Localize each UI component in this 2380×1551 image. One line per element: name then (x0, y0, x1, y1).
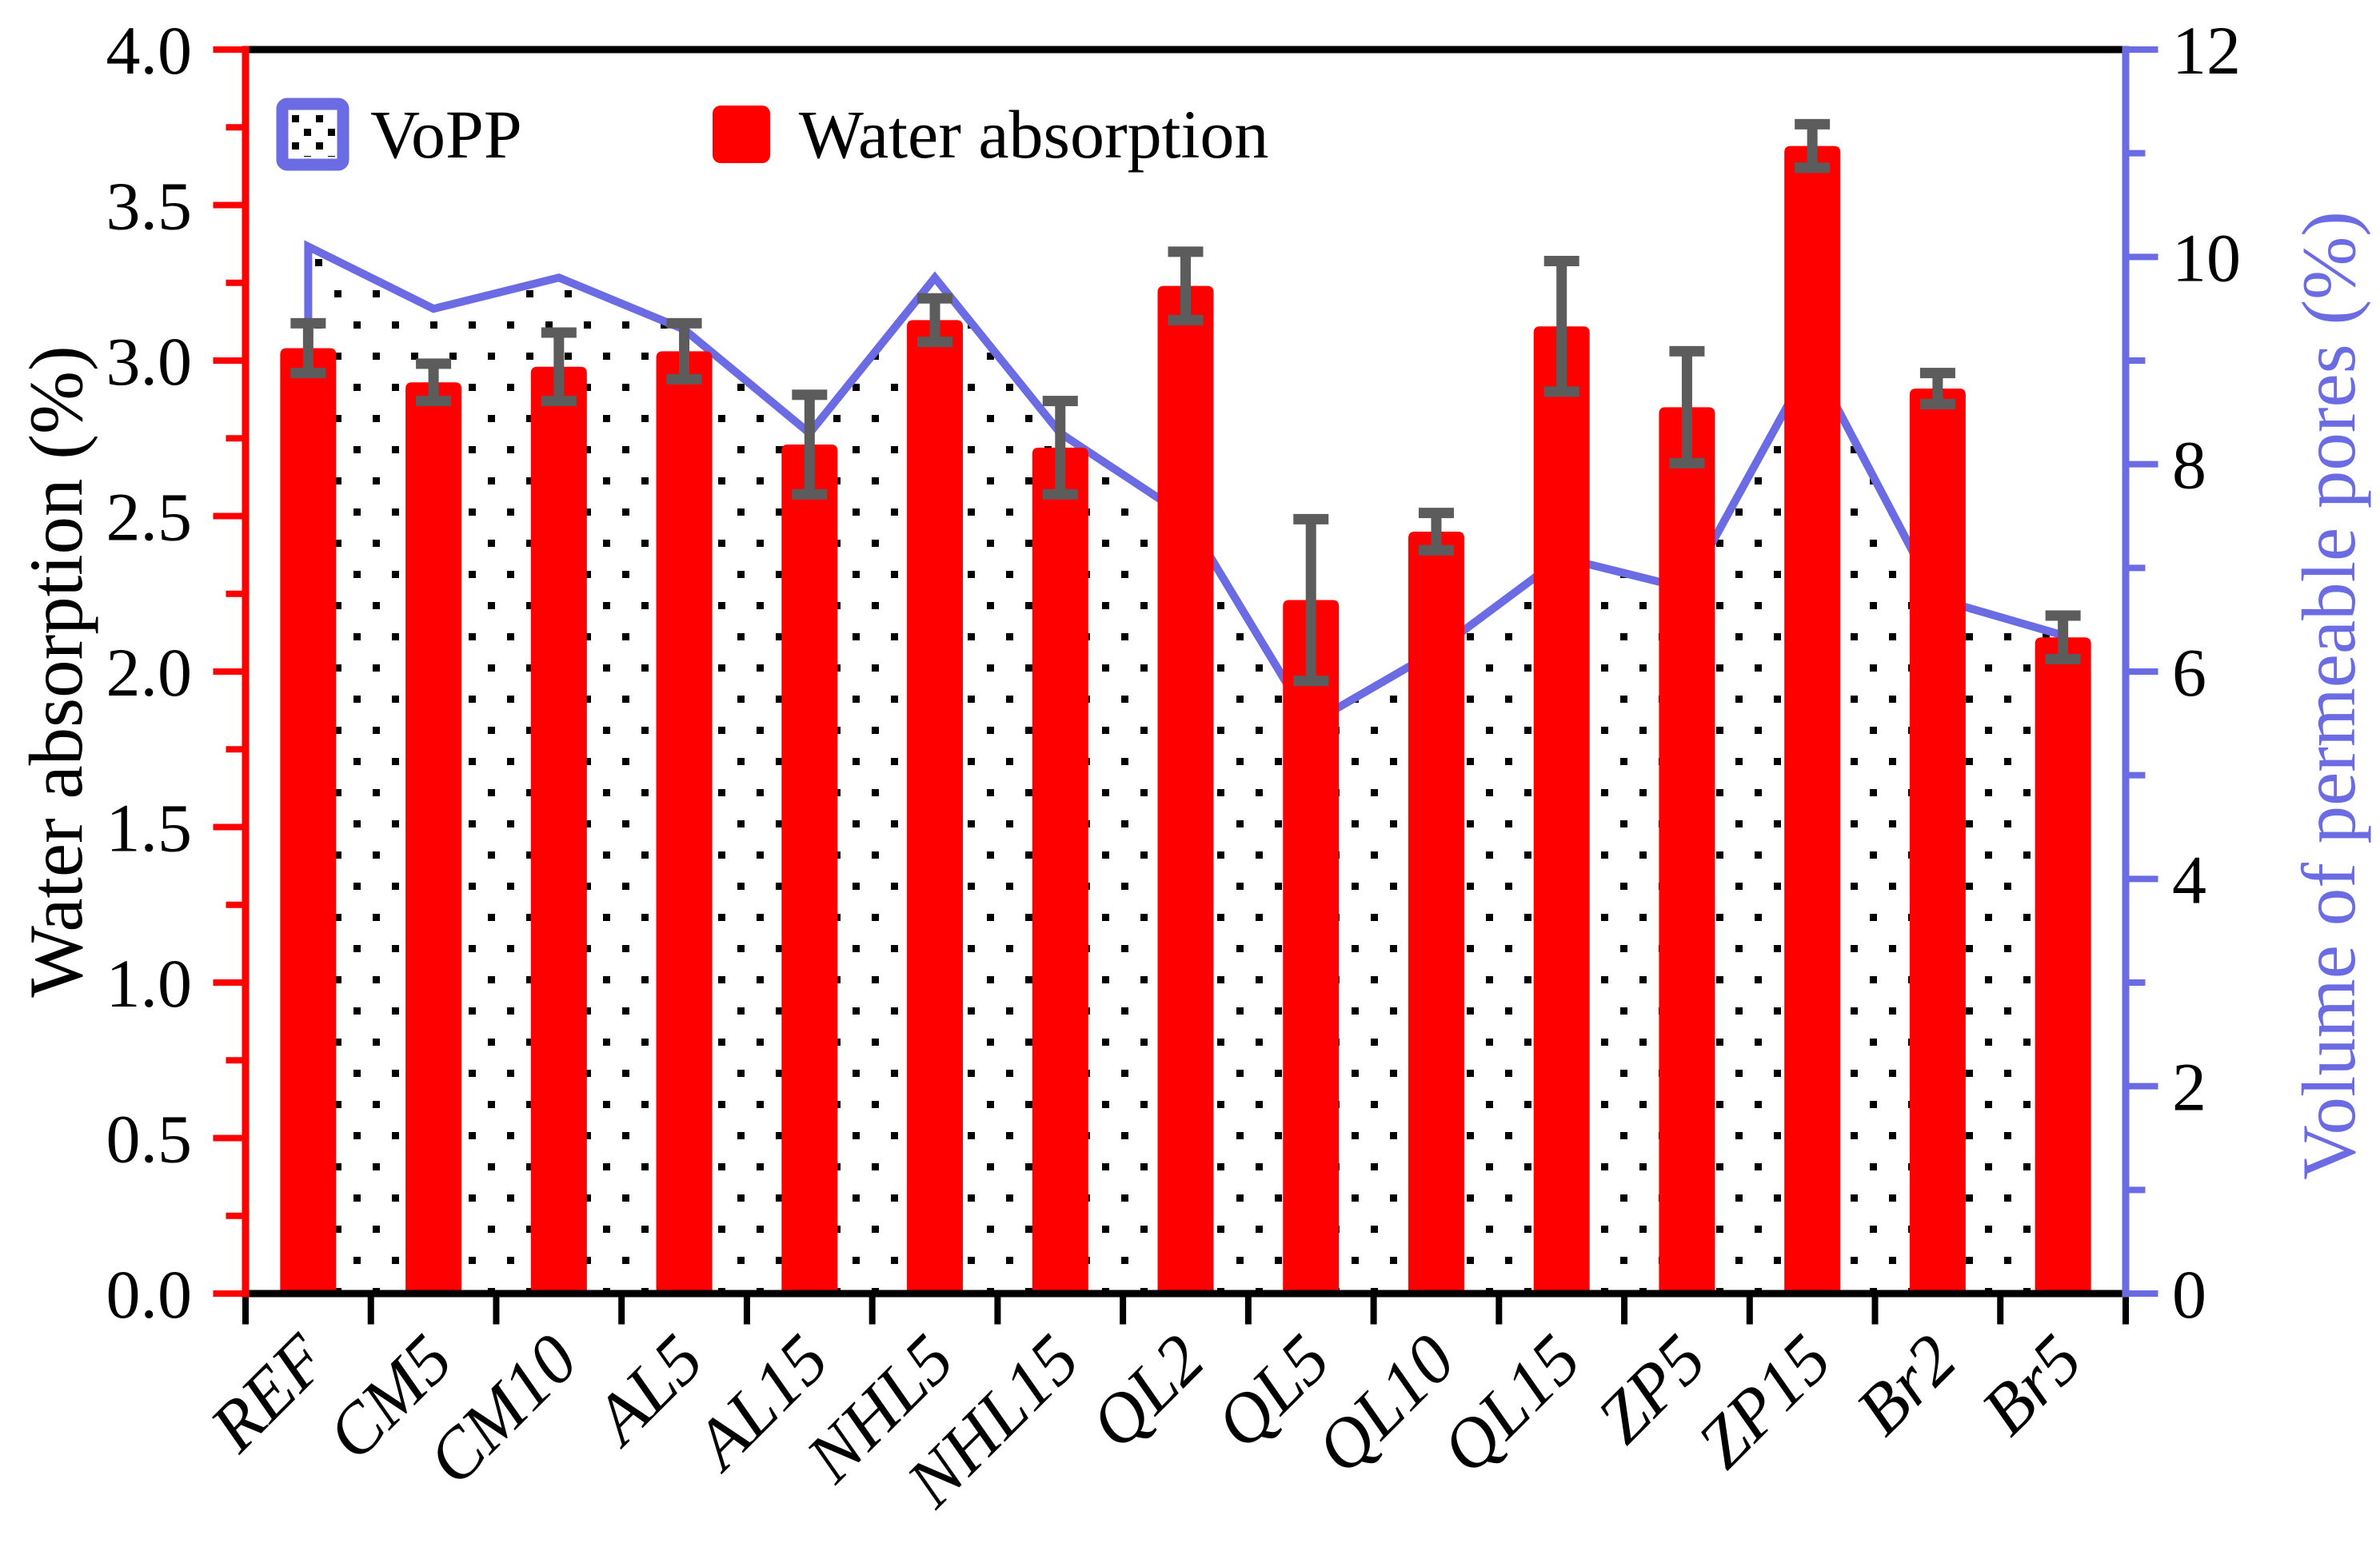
error-bar (917, 293, 953, 348)
error-bar (1795, 118, 1831, 173)
error-bar (1293, 513, 1329, 687)
x-tick-label: ZP15 (1683, 1321, 1846, 1483)
x-tick-label: QL2 (1076, 1321, 1219, 1464)
water-absorption-bar (1032, 447, 1088, 1294)
error-bar (1042, 396, 1078, 500)
water-absorption-bar (1659, 407, 1715, 1294)
water-absorption-bar (405, 382, 462, 1294)
right-tick-label: 0 (2172, 1256, 2206, 1333)
vopp-swatch-icon (276, 98, 349, 171)
left-tick-label: 2.0 (106, 634, 193, 711)
left-tick-label: 1.5 (106, 790, 193, 867)
x-tick-label: QL15 (1427, 1321, 1595, 1489)
error-bar (1919, 368, 1955, 409)
error-bar (416, 358, 452, 407)
water-absorption-bar (1283, 600, 1340, 1294)
water-absorption-bar (656, 351, 713, 1294)
legend-item-vopp: VoPP (276, 98, 522, 171)
water-absorption-bar (1408, 531, 1464, 1294)
right-tick-label: 6 (2172, 634, 2206, 711)
water-absorption-bar (280, 348, 337, 1294)
water-absorption-bar (2035, 637, 2091, 1294)
left-tick-label: 0.5 (106, 1101, 193, 1178)
x-tick-label: Br5 (1967, 1321, 2097, 1450)
left-tick-label: 4.0 (106, 12, 193, 89)
water-absorption-bar (1909, 389, 1966, 1294)
water-absorption-bar (781, 445, 838, 1294)
error-bar (290, 317, 326, 379)
x-tick-label: Br2 (1842, 1321, 1971, 1450)
right-tick-label: 2 (2172, 1049, 2206, 1126)
legend: VoPP Water absorption (276, 98, 1268, 171)
error-bar (666, 317, 702, 385)
right-tick-label: 4 (2172, 841, 2206, 918)
right-tick-label: 10 (2172, 219, 2241, 296)
x-tick-label: QL10 (1302, 1321, 1470, 1489)
water-absorption-bar (1157, 285, 1214, 1294)
water-absorption-bar (1784, 146, 1841, 1294)
legend-label-water-absorption: Water absorption (798, 96, 1269, 173)
water-absorption-bar (1533, 326, 1590, 1294)
error-bar (1669, 345, 1705, 468)
water-absorption-swatch-icon (712, 106, 770, 163)
error-bar (792, 389, 828, 500)
left-tick-label: 0.0 (106, 1256, 193, 1333)
x-tick-label: REF (195, 1320, 342, 1467)
left-tick-label: 3.5 (106, 168, 193, 245)
legend-label-vopp: VoPP (370, 96, 522, 173)
x-tick-label: CM10 (413, 1321, 593, 1500)
water-absorption-bar (530, 366, 587, 1294)
error-bar (541, 327, 577, 407)
error-bar (2045, 610, 2081, 664)
legend-item-water-absorption: Water absorption (705, 96, 1269, 173)
left-axis-title: Water absorption (%) (14, 345, 98, 998)
water-absorption-bar (907, 320, 964, 1294)
error-bar (1418, 508, 1454, 556)
right-tick-label: 8 (2172, 427, 2206, 504)
right-tick-label: 12 (2172, 12, 2241, 89)
error-bar (1168, 246, 1204, 325)
left-tick-label: 3.0 (106, 323, 193, 400)
left-tick-label: 2.5 (106, 479, 193, 556)
left-tick-label: 1.0 (106, 945, 193, 1022)
right-axis-title: Volume of permeable pores (%) (2286, 211, 2371, 1180)
error-bar (1543, 256, 1579, 397)
